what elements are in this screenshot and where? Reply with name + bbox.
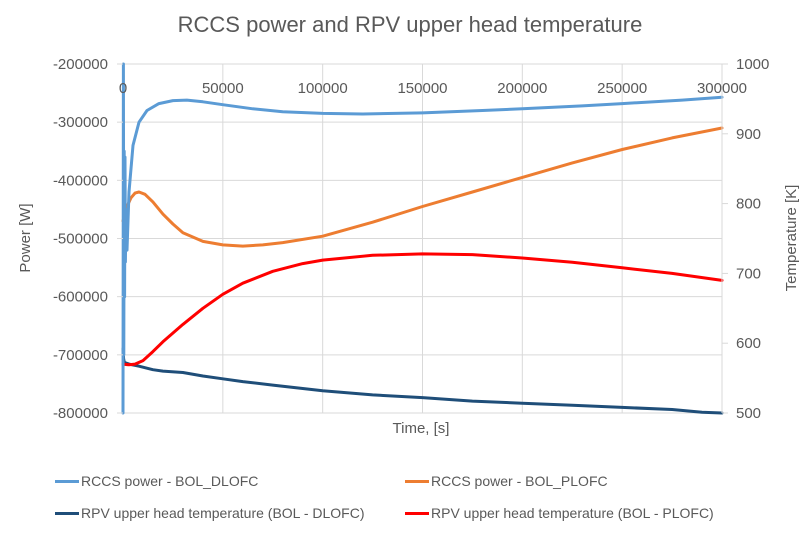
x-tick-label: 200000 xyxy=(497,80,547,97)
y2-tick-label: 800 xyxy=(736,196,761,213)
y-axis-label: Power [W] xyxy=(17,203,34,272)
legend-swatch-1 xyxy=(405,479,429,483)
legend-swatch-3 xyxy=(405,511,429,515)
x-tick-label: 100000 xyxy=(298,80,348,97)
x-axis-label: Time, [s] xyxy=(393,420,450,437)
x-tick-label: 150000 xyxy=(397,80,447,97)
y2-tick-label: 500 xyxy=(736,405,761,422)
y2-axis-label: Temperature [K] xyxy=(783,185,800,292)
y2-tick-label: 600 xyxy=(736,335,761,352)
series-line-1 xyxy=(121,126,724,248)
series-line-0 xyxy=(121,62,724,415)
x-tick-label: 250000 xyxy=(597,80,647,97)
x-tick-label: 0 xyxy=(119,80,127,97)
y-tick-label: -400000 xyxy=(53,172,108,189)
y-tick-label: -600000 xyxy=(53,289,108,306)
y-tick-label: -300000 xyxy=(53,114,108,131)
x-axis: 0 50000 100000 150000 200000 250000 300000 xyxy=(119,80,747,97)
legend-label-2: RPV upper head temperature (BOL - DLOFC) xyxy=(81,505,365,521)
y2-tick-label: 900 xyxy=(736,126,761,143)
y-tick-label: -800000 xyxy=(53,405,108,422)
legend-item-2: RPV upper head temperature (BOL - DLOFC) xyxy=(55,505,365,521)
y-tick-label: -200000 xyxy=(53,56,108,73)
legend-swatch-2 xyxy=(55,511,79,515)
x-tick-label: 50000 xyxy=(202,80,244,97)
legend-item-3: RPV upper head temperature (BOL - PLOFC) xyxy=(405,505,714,521)
y-tick-label: -500000 xyxy=(53,231,108,248)
legend-item-1: RCCS power - BOL_PLOFC xyxy=(405,473,608,489)
legend: RCCS power - BOL_DLOFC RCCS power - BOL_… xyxy=(0,462,809,532)
legend-swatch-0 xyxy=(55,479,79,483)
series-group xyxy=(121,62,724,415)
legend-label-3: RPV upper head temperature (BOL - PLOFC) xyxy=(431,505,714,521)
y2-tick-label: 1000 xyxy=(736,56,769,73)
y-axis-right: 1000 900 800 700 600 500 xyxy=(721,56,769,422)
series-line-3 xyxy=(121,252,724,367)
legend-label-1: RCCS power - BOL_PLOFC xyxy=(431,473,608,489)
x-tick-label: 300000 xyxy=(697,80,747,97)
y2-tick-label: 700 xyxy=(736,265,761,282)
y-tick-label: -700000 xyxy=(53,347,108,364)
chart: RCCS power and RPV upper head temperatur… xyxy=(17,12,800,437)
y-axis-left: -200000 -300000 -400000 -500000 -600000 -7000… xyxy=(53,56,123,422)
legend-label-0: RCCS power - BOL_DLOFC xyxy=(81,473,259,489)
chart-title: RCCS power and RPV upper head temperatur… xyxy=(178,12,643,37)
gridlines xyxy=(122,63,723,414)
legend-item-0: RCCS power - BOL_DLOFC xyxy=(55,473,258,489)
